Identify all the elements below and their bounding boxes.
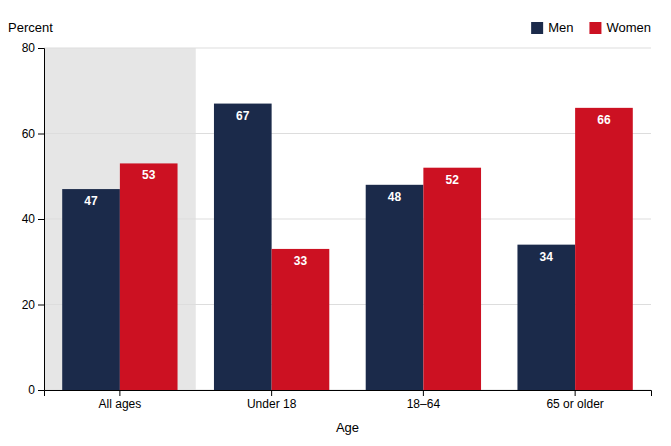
tick-label: 0 [28,383,35,397]
legend-label: Women [606,20,651,35]
legend: Men Women [531,20,651,35]
tick: 18–64 [407,390,441,411]
tick-mark [38,219,44,220]
tick: All ages [99,390,142,411]
tick: 65 or older [546,390,603,411]
tick-mark [38,134,44,135]
tick-label: 40 [22,212,36,226]
grid-line [44,48,651,49]
data-label: 53 [142,168,156,182]
data-label: 34 [540,250,554,264]
data-labels: 47 67 48 34 53 33 52 66 [84,109,611,268]
legend-item: Women [589,20,651,35]
bar [517,245,575,390]
grid-line [44,133,651,134]
bar [272,249,330,390]
tick: 80 [22,41,44,55]
tick: 60 [22,127,44,141]
tick-mark [38,48,44,49]
bar [423,168,481,390]
tick-mark [38,390,44,391]
data-label: 33 [294,254,308,268]
tick-mark [423,390,424,396]
tick-mark [119,390,120,396]
tick: 40 [22,212,44,226]
data-label: 52 [446,173,460,187]
bar [366,185,424,390]
data-label: 48 [388,190,402,204]
plot: 0 20 40 60 80 All ages Under 18 18–64 65 or olde… [22,41,652,410]
tick-label: All ages [99,397,142,411]
tick-label: Under 18 [247,397,297,411]
bars [62,104,633,390]
tick-label: 18–64 [407,397,441,411]
group-highlight [44,48,196,390]
axis-line [45,391,652,397]
x-axis-title: Age [336,420,359,435]
tick-mark [271,390,272,396]
x-axis: All ages Under 18 18–64 65 or older [45,390,652,411]
tick-label: 20 [22,298,36,312]
data-label: 67 [236,109,250,123]
legend-label: Men [548,20,573,35]
legend-swatch [589,22,601,34]
tick: 0 [28,383,44,397]
grid [44,48,651,390]
y-axis-title: Percent [8,20,53,35]
legend-item: Men [531,20,573,35]
bar [62,189,120,390]
tick: Under 18 [247,390,297,411]
bar [214,104,272,390]
tick-label: 65 or older [546,397,603,411]
data-label: 66 [597,113,611,127]
y-axis: 0 20 40 60 80 [22,41,45,397]
tick-mark [575,390,576,396]
chart: 0 20 40 60 80 All ages Under 18 18–64 65 or olde… [0,0,671,446]
tick-label: 80 [22,41,36,55]
data-label: 47 [84,194,98,208]
bar [575,108,633,390]
bar [120,163,178,390]
tick-mark [38,305,44,306]
axis-line [38,49,45,391]
legend-swatch [531,22,543,34]
tick-label: 60 [22,127,36,141]
tick: 20 [22,298,44,312]
